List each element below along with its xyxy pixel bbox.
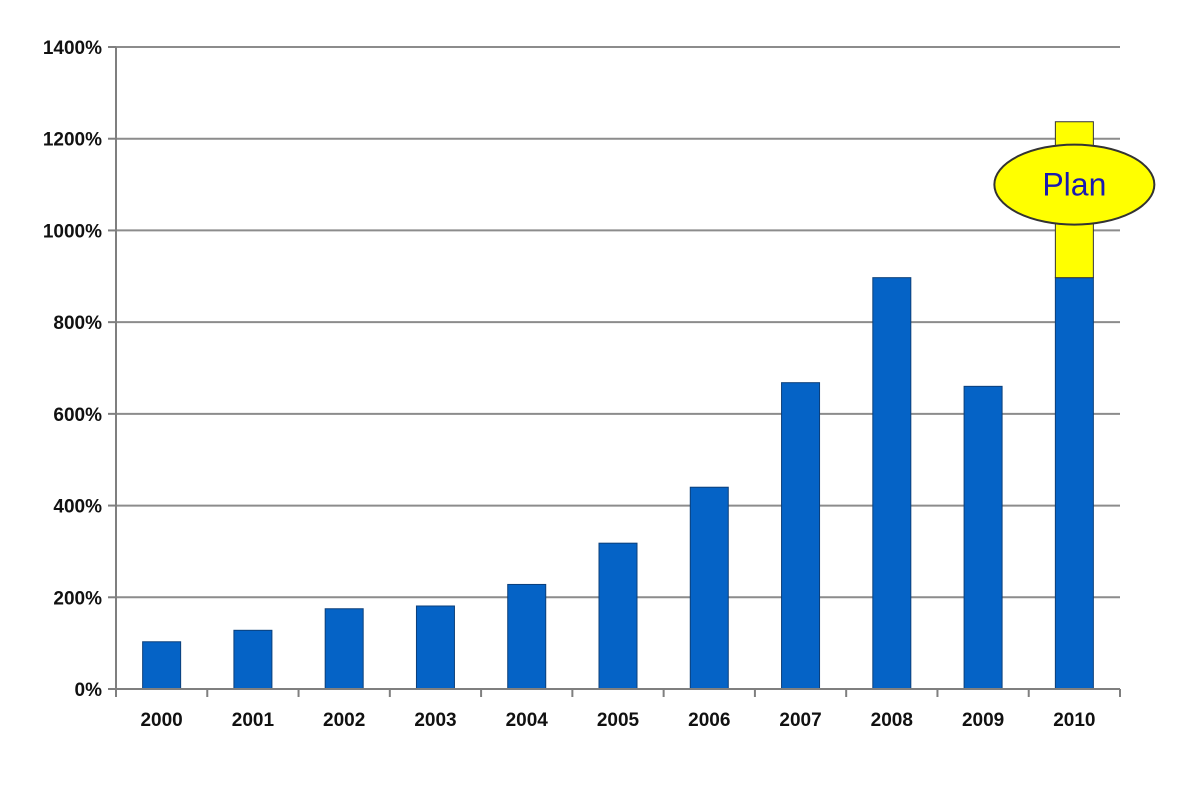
- tick-labels: 0% 200% 400% 600% 800% 1000% 1200% 1400% 2000 200…: [43, 38, 1096, 731]
- y-tick-label: 200%: [53, 588, 102, 609]
- x-tick-label: 2001: [232, 710, 275, 731]
- y-tick-label: 800%: [53, 313, 102, 334]
- x-tick-label: 2008: [871, 710, 913, 731]
- x-tick-label: 2000: [140, 710, 182, 731]
- bar: [689, 486, 729, 690]
- annotations: Plan: [993, 143, 1156, 226]
- x-tick-label: 2006: [688, 710, 730, 731]
- x-tick-label: 2005: [597, 710, 640, 731]
- y-tick-label: 0%: [75, 680, 103, 701]
- x-tick-label: 2004: [506, 710, 549, 731]
- gridlines: [116, 46, 1120, 599]
- x-tick-label: 2009: [962, 710, 1004, 731]
- plan-callout: [993, 143, 1156, 226]
- x-tick-label: 2007: [779, 710, 821, 731]
- bar: [233, 629, 273, 690]
- bar: [872, 277, 912, 690]
- y-tick-label: 1400%: [43, 38, 102, 59]
- y-tick-label: 600%: [53, 405, 102, 426]
- bar: [415, 605, 455, 690]
- bar: [507, 583, 547, 690]
- y-tick-label: 1200%: [43, 130, 102, 151]
- axes: [108, 46, 1121, 697]
- bar: [142, 641, 182, 690]
- x-tick-label: 2002: [323, 710, 365, 731]
- bar: [781, 382, 821, 690]
- y-tick-label: 1000%: [43, 221, 102, 242]
- bar: [324, 608, 364, 690]
- x-tick-label: 2003: [414, 710, 456, 731]
- plan-callout-label: Plan: [1042, 167, 1106, 203]
- bar: [598, 542, 638, 690]
- y-tick-label: 400%: [53, 497, 102, 518]
- bar: [1054, 277, 1094, 690]
- x-tick-label: 2010: [1053, 710, 1095, 731]
- bar: [963, 385, 1003, 690]
- bars: [142, 121, 1094, 690]
